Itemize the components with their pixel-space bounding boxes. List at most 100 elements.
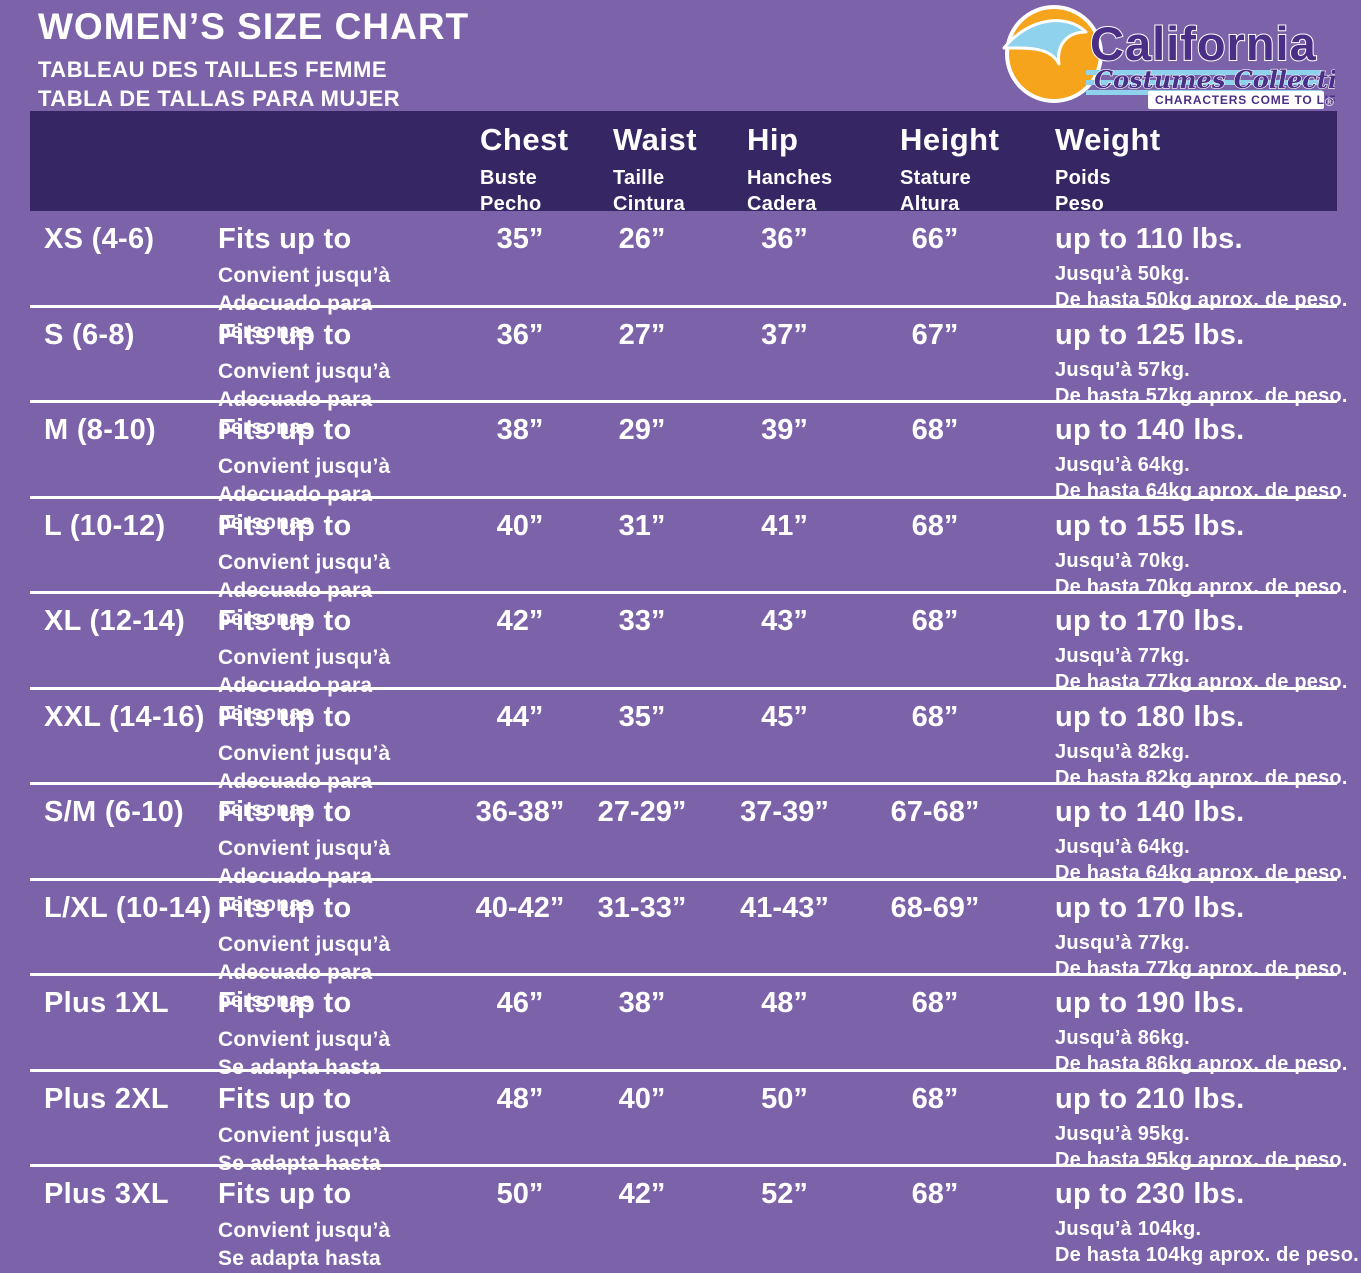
- header-chest-fr: Buste: [480, 167, 538, 189]
- waist-value: 33”: [618, 605, 666, 637]
- fits-line-es: Adecuado para personas: [218, 769, 373, 821]
- weight-line-fr: Jusqu’à 70kg.: [1055, 549, 1190, 572]
- fits-line-fr: Convient jusqu’à: [218, 1123, 391, 1147]
- fits-line-fr: Convient jusqu’à: [218, 932, 391, 956]
- height-value: 66”: [911, 223, 959, 255]
- fits-line-en: Fits up to: [218, 1082, 352, 1115]
- weight-line-fr: Jusqu’à 86kg.: [1055, 1027, 1190, 1049]
- fits-line-en: Fits up to: [218, 796, 352, 828]
- waist-value: 42”: [618, 1178, 666, 1210]
- chest-value: 48”: [496, 1082, 544, 1115]
- hip-value: 39”: [761, 414, 808, 446]
- weight-line-lbs: up to 170 lbs.: [1055, 605, 1245, 637]
- chest-value: 40”: [496, 509, 544, 542]
- fits-text: Fits up to Convient jusqu’à Adecuado par…: [218, 319, 468, 442]
- weight-line-lbs: up to 210 lbs.: [1055, 1082, 1245, 1115]
- waist-value: 27-29”: [597, 796, 687, 828]
- size-row: M (8-10) Fits up to Convient jusqu’à Ade…: [0, 400, 1361, 534]
- chest-value: 42”: [496, 605, 544, 637]
- title-block: WOMEN’S SIZE CHART TABLEAU DES TAILLES F…: [38, 6, 469, 113]
- size-label: L (10-12): [44, 509, 166, 542]
- weight-line-fr: Jusqu’à 77kg.: [1055, 645, 1190, 667]
- waist-value: 31-33”: [597, 891, 687, 924]
- size-label: Plus 2XL: [44, 1082, 169, 1115]
- fits-line-es: Adecuado para personas: [218, 292, 373, 343]
- logo-stripe: [1086, 80, 1322, 85]
- height-value: 68”: [911, 1178, 959, 1210]
- hip-value: 50”: [761, 1082, 808, 1115]
- page-title: WOMEN’S SIZE CHART: [38, 6, 470, 47]
- weight-line-fr: Jusqu’à 50kg.: [1055, 263, 1190, 285]
- header-height-es: Altura: [900, 193, 960, 215]
- hip-value: 52”: [761, 1178, 808, 1210]
- size-row: Plus 3XL Fits up to Convient jusqu’à Se …: [0, 1164, 1361, 1270]
- waist-value: 38”: [618, 987, 666, 1019]
- header-weight-en: Weight: [1055, 122, 1161, 157]
- fits-line-fr: Convient jusqu’à: [218, 359, 391, 383]
- fits-line-es: Se adapta hasta: [218, 1056, 381, 1079]
- weight-line-lbs: up to 140 lbs.: [1055, 796, 1245, 828]
- fits-text: Fits up to Convient jusqu’à Se adapta ha…: [218, 1178, 468, 1273]
- fits-text: Fits up to Convient jusqu’à Adecuado par…: [218, 510, 468, 633]
- size-label: Plus 1XL: [44, 987, 169, 1019]
- fits-text: Fits up to Convient jusqu’à Adecuado par…: [218, 605, 468, 728]
- weight-line-lbs: up to 170 lbs.: [1055, 891, 1245, 924]
- weight-line-lbs: up to 180 lbs.: [1055, 700, 1245, 733]
- weight-line-es: De hasta 104kg aprox. de peso.: [1055, 1244, 1359, 1266]
- fits-line-es: Se adapta hasta: [218, 1247, 381, 1270]
- size-label: M (8-10): [44, 414, 156, 446]
- weight-line-lbs: up to 125 lbs.: [1055, 318, 1245, 351]
- fits-text: Fits up to Convient jusqu’à Adecuado par…: [218, 892, 468, 1015]
- hip-value: 36”: [761, 223, 808, 255]
- brand-logo: California Costumes Collection Inc CHARA…: [990, 2, 1361, 110]
- logo-brand-text: California: [1090, 17, 1317, 70]
- fits-line-es: Adecuado para personas: [218, 674, 373, 725]
- registered-mark: ®: [1325, 95, 1334, 109]
- chest-value: 50”: [496, 1178, 544, 1210]
- chest-value: 38”: [496, 414, 544, 446]
- weight-line-fr: Jusqu’à 95kg.: [1055, 1122, 1190, 1145]
- weight-line-lbs: up to 110 lbs.: [1055, 223, 1243, 255]
- waist-value: 31”: [618, 509, 666, 542]
- size-label: L/XL (10-14): [44, 891, 212, 924]
- header-chest-es: Pecho: [480, 193, 542, 215]
- size-label: XXL (14-16): [44, 700, 205, 733]
- weight-line-lbs: up to 140 lbs.: [1055, 414, 1245, 446]
- weight-line-lbs: up to 190 lbs.: [1055, 987, 1245, 1019]
- fits-line-en: Fits up to: [218, 1178, 352, 1210]
- waist-value: 29”: [618, 414, 666, 446]
- fits-text: Fits up to Convient jusqu’à Adecuado par…: [218, 414, 468, 537]
- fits-text: Fits up to Convient jusqu’à Adecuado par…: [218, 701, 468, 824]
- logo-tagline-text: CHARACTERS COME TO LIFE: [1155, 93, 1335, 107]
- fits-line-es: Adecuado para personas: [218, 483, 373, 534]
- height-value: 68”: [911, 414, 959, 446]
- fits-line-fr: Convient jusqu’à: [218, 837, 391, 860]
- header-weight-fr: Poids: [1055, 167, 1111, 189]
- column-header-chest: Chest Buste Pecho: [480, 122, 569, 217]
- chest-value: 36”: [496, 318, 544, 351]
- header-waist-en: Waist: [613, 122, 698, 157]
- chest-value: 40-42”: [475, 891, 565, 924]
- height-value: 68”: [911, 700, 959, 733]
- weight-line-fr: Jusqu’à 82kg.: [1055, 740, 1190, 763]
- chest-value: 44”: [496, 700, 544, 733]
- fits-line-fr: Convient jusqu’à: [218, 264, 391, 287]
- header-hip-fr: Hanches: [747, 167, 833, 189]
- header-waist-es: Cintura: [613, 193, 686, 215]
- fits-line-en: Fits up to: [218, 987, 352, 1019]
- size-row: XS (4-6) Fits up to Convient jusqu’à Ade…: [0, 211, 1361, 343]
- fits-line-es: Adecuado para personas: [218, 387, 373, 439]
- fits-line-en: Fits up to: [218, 318, 352, 351]
- fits-line-en: Fits up to: [218, 223, 352, 255]
- weight-line-fr: Jusqu’à 57kg.: [1055, 358, 1190, 381]
- hip-value: 45”: [761, 700, 808, 733]
- height-value: 67-68”: [890, 796, 980, 828]
- size-label: S (6-8): [44, 318, 135, 351]
- fits-line-en: Fits up to: [218, 891, 352, 924]
- header-height-en: Height: [900, 122, 1000, 157]
- size-label: XL (12-14): [44, 605, 186, 637]
- fits-line-es: Se adapta hasta: [218, 1151, 381, 1175]
- fits-line-fr: Convient jusqu’à: [218, 455, 391, 478]
- size-row: XXL (14-16) Fits up to Convient jusqu’à …: [0, 686, 1361, 821]
